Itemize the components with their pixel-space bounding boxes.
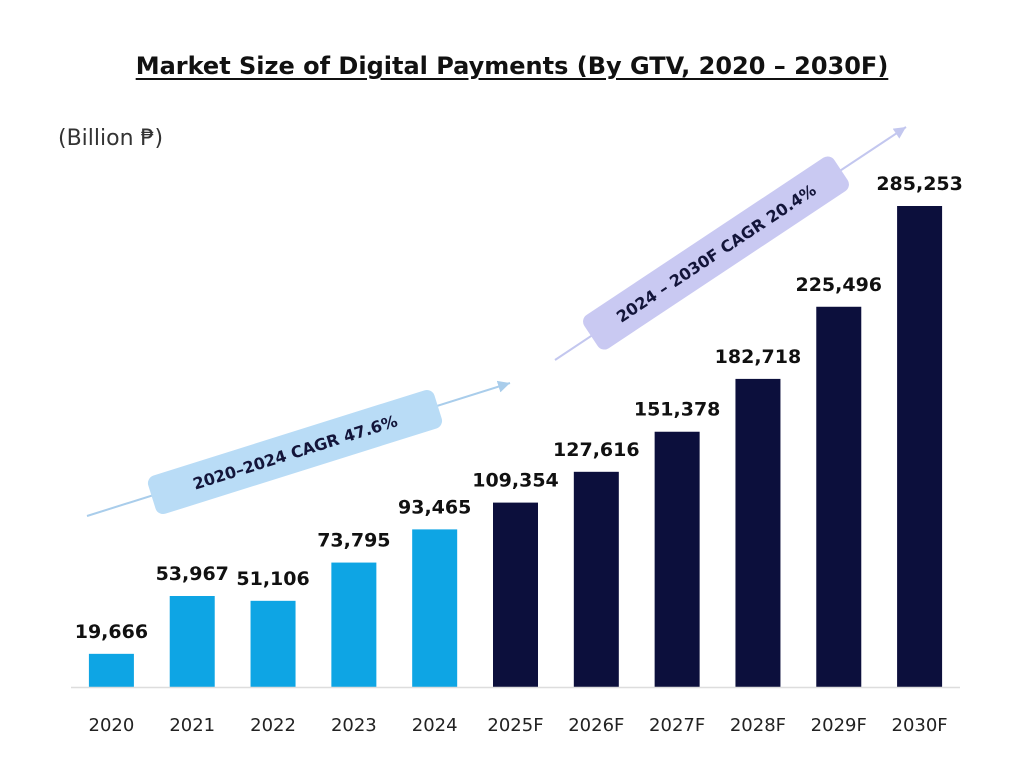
bar-2028f xyxy=(735,378,781,687)
value-label-2028f: 182,718 xyxy=(715,346,802,368)
bar-2029f xyxy=(816,306,862,687)
bar-2023 xyxy=(331,562,377,687)
x-tick-2021: 2021 xyxy=(169,715,215,736)
cagr-pill-2: 2024 – 2030F CAGR 20.4% xyxy=(583,156,849,350)
bar-2026f xyxy=(573,471,619,687)
value-label-2024: 93,465 xyxy=(398,496,471,518)
value-label-2025f: 109,354 xyxy=(472,470,559,492)
x-tick-2029f: 2029F xyxy=(811,715,867,736)
value-label-2029f: 225,496 xyxy=(795,274,882,296)
x-tick-2026f: 2026F xyxy=(568,715,624,736)
bars-group xyxy=(88,206,943,687)
bar-2021 xyxy=(169,595,215,687)
x-tick-2027f: 2027F xyxy=(649,715,705,736)
bar-2030f xyxy=(897,206,943,687)
x-tick-labels-group: 2020 2021 2022 2023 2024 2025F 2026F 2027F 2028F… xyxy=(89,715,948,736)
x-tick-2023: 2023 xyxy=(331,715,377,736)
value-label-2023: 73,795 xyxy=(317,530,390,552)
value-label-2027f: 151,378 xyxy=(634,399,721,421)
value-label-2030f: 285,253 xyxy=(876,173,963,195)
chart-title: Market Size of Digital Payments (By GTV,… xyxy=(135,52,889,80)
value-label-2020: 19,666 xyxy=(75,621,148,643)
cagr-pill-background-2 xyxy=(583,156,849,350)
x-tick-2030f: 2030F xyxy=(892,715,948,736)
value-label-2021: 53,967 xyxy=(156,563,229,585)
bar-2024 xyxy=(412,529,458,687)
x-tick-2028f: 2028F xyxy=(730,715,786,736)
value-label-2026f: 127,616 xyxy=(553,439,640,461)
cagr-pill-background-1 xyxy=(147,389,443,515)
bar-2025f xyxy=(493,502,538,687)
cagr-label-1: 2020–2024 CAGR 47.6% xyxy=(191,411,400,493)
cagr-label-2: 2024 – 2030F CAGR 20.4% xyxy=(613,180,820,326)
cagr-annotations: 2020–2024 CAGR 47.6% 2024 – 2030F CAGR 20… xyxy=(86,126,907,517)
unit-label: (Billion ₱) xyxy=(58,126,164,151)
bar-2020 xyxy=(88,653,134,687)
x-tick-2022: 2022 xyxy=(250,715,296,736)
x-tick-2020: 2020 xyxy=(89,715,135,736)
value-label-2022: 51,106 xyxy=(236,568,309,590)
x-tick-2024: 2024 xyxy=(412,715,458,736)
bar-2027f xyxy=(654,431,700,687)
x-tick-2025f: 2025F xyxy=(487,715,543,736)
bar-2022 xyxy=(250,600,296,687)
